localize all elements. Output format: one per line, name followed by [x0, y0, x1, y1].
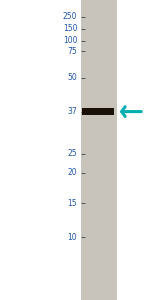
Text: 10: 10 [68, 232, 77, 242]
Text: 250: 250 [63, 12, 77, 21]
Bar [81, 0, 117, 300]
Text: 20: 20 [68, 168, 77, 177]
Text: 100: 100 [63, 36, 77, 45]
Text: 75: 75 [68, 46, 77, 56]
Text: 15: 15 [68, 199, 77, 208]
Bar [82, 108, 114, 115]
Text: 50: 50 [68, 74, 77, 82]
Text: 37: 37 [68, 107, 77, 116]
Text: 25: 25 [68, 149, 77, 158]
Text: 150: 150 [63, 24, 77, 33]
